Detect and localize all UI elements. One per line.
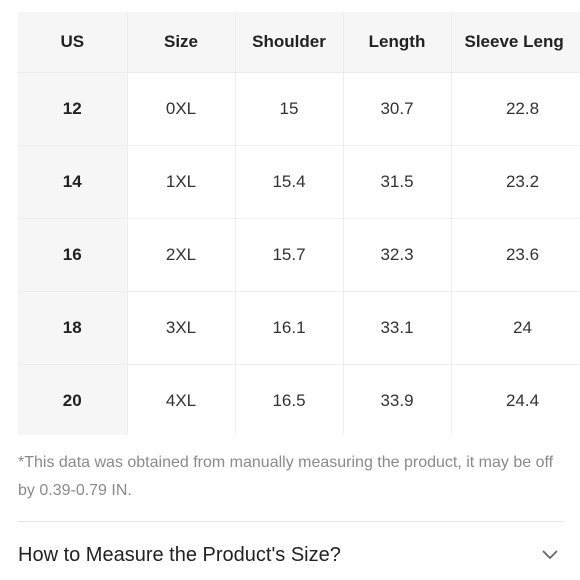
cell-shoulder: 16.1 bbox=[235, 291, 344, 365]
measurement-disclaimer: *This data was obtained from manually me… bbox=[18, 454, 554, 499]
how-to-measure-title: How to Measure the Product's Size? bbox=[18, 543, 341, 566]
cell-size: 0XL bbox=[127, 72, 236, 146]
how-to-measure-toggle[interactable]: How to Measure the Product's Size? bbox=[18, 535, 564, 575]
cell-length: 32.3 bbox=[343, 218, 452, 292]
column-header-length: Length bbox=[343, 12, 452, 73]
column-header-sleeve-length: Sleeve Leng bbox=[451, 12, 580, 73]
section-divider bbox=[18, 521, 564, 522]
table-row: 20 4XL 16.5 33.9 24.4 bbox=[18, 364, 580, 435]
cell-size: 3XL bbox=[127, 291, 236, 365]
size-table: US Size Shoulder Length Sleeve Leng 12 0… bbox=[18, 12, 580, 435]
table-header-row: US Size Shoulder Length Sleeve Leng bbox=[18, 12, 580, 73]
column-header-us: US bbox=[18, 12, 128, 73]
cell-length: 33.1 bbox=[343, 291, 452, 365]
chevron-down-icon[interactable] bbox=[540, 545, 560, 565]
size-table-scroll-container[interactable]: US Size Shoulder Length Sleeve Leng 12 0… bbox=[18, 12, 580, 435]
table-row: 16 2XL 15.7 32.3 23.6 bbox=[18, 218, 580, 292]
cell-us: 16 bbox=[18, 218, 128, 292]
cell-sleeve-length-value: 24.4 bbox=[505, 391, 540, 410]
cell-shoulder: 15.4 bbox=[235, 145, 344, 219]
cell-size: 1XL bbox=[127, 145, 236, 219]
table-row: 18 3XL 16.1 33.1 24 bbox=[18, 291, 580, 365]
cell-length: 30.7 bbox=[343, 72, 452, 146]
cell-sleeve-length-value: 23.6 bbox=[505, 245, 540, 264]
cell-sleeve-length: 23.6 bbox=[451, 218, 580, 292]
cell-shoulder: 16.5 bbox=[235, 364, 344, 435]
table-row: 14 1XL 15.4 31.5 23.2 bbox=[18, 145, 580, 219]
cell-us: 12 bbox=[18, 72, 128, 146]
cell-sleeve-length: 24.4 bbox=[451, 364, 580, 435]
cell-size: 4XL bbox=[127, 364, 236, 435]
cell-sleeve-length: 23.2 bbox=[451, 145, 580, 219]
cell-sleeve-length-value: 22.8 bbox=[505, 99, 540, 118]
cell-sleeve-length-value: 23.2 bbox=[505, 172, 540, 191]
cell-us: 20 bbox=[18, 364, 128, 435]
cell-length: 31.5 bbox=[343, 145, 452, 219]
cell-size: 2XL bbox=[127, 218, 236, 292]
cell-sleeve-length: 24 bbox=[451, 291, 580, 365]
cell-sleeve-length-value: 24 bbox=[513, 318, 532, 337]
cell-length: 33.9 bbox=[343, 364, 452, 435]
cell-shoulder: 15.7 bbox=[235, 218, 344, 292]
cell-shoulder: 15 bbox=[235, 72, 344, 146]
cell-sleeve-length: 22.8 bbox=[451, 72, 580, 146]
table-row: 12 0XL 15 30.7 22.8 bbox=[18, 72, 580, 146]
cell-us: 14 bbox=[18, 145, 128, 219]
column-header-shoulder: Shoulder bbox=[235, 12, 344, 73]
cell-us: 18 bbox=[18, 291, 128, 365]
column-header-size: Size bbox=[127, 12, 236, 73]
